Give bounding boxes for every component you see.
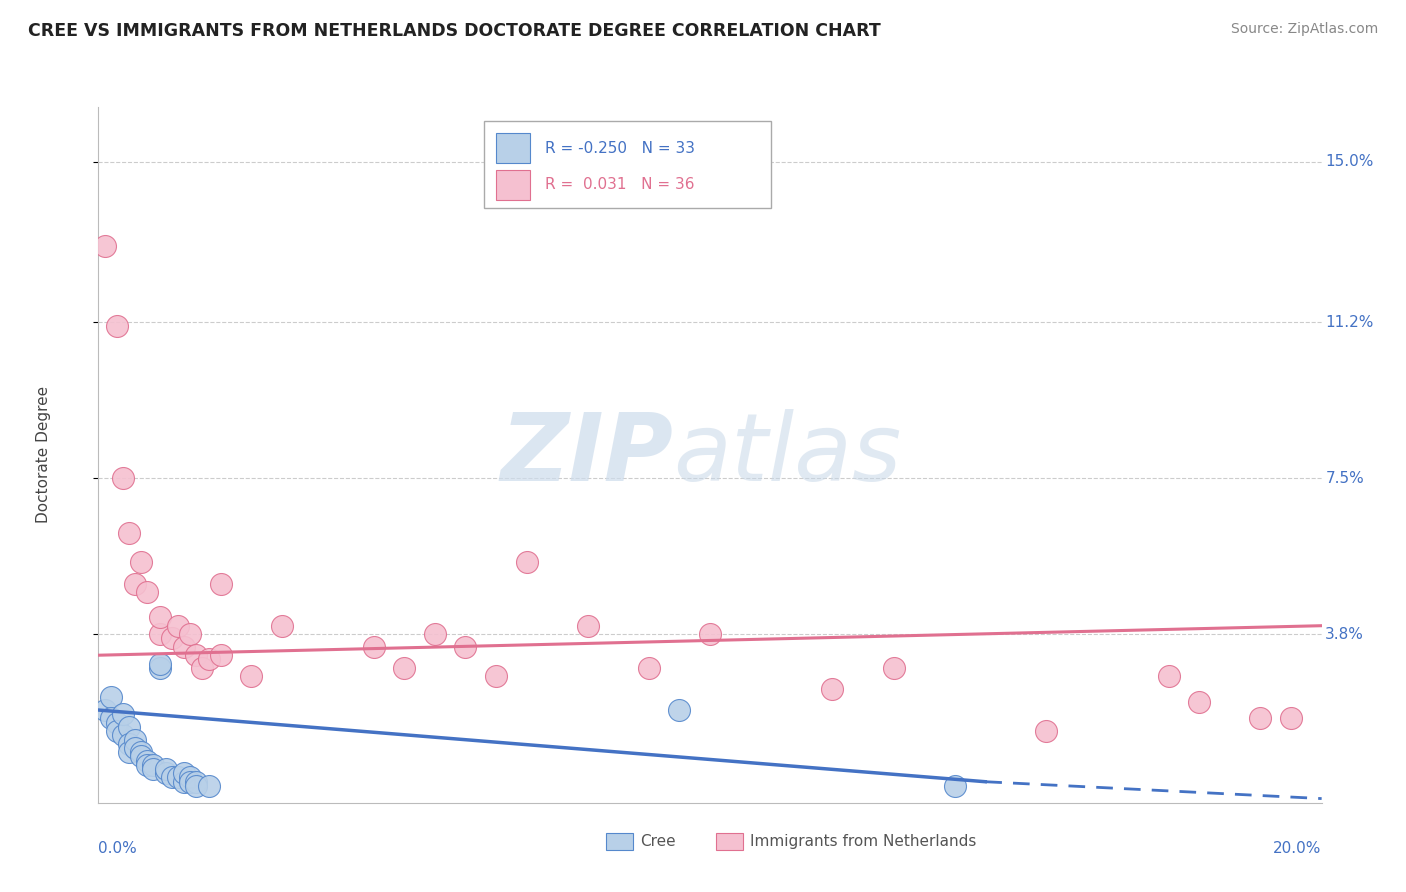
Point: [155, 766, 177, 780]
Point: [160, 771, 183, 785]
Point: [186, 779, 208, 793]
Point: [576, 618, 599, 632]
Text: Source: ZipAtlas.com: Source: ZipAtlas.com: [1230, 22, 1378, 37]
Text: ZIP: ZIP: [501, 409, 673, 501]
Point: [149, 661, 172, 675]
Point: [516, 556, 538, 570]
Point: [149, 627, 172, 641]
Point: [129, 745, 152, 759]
Text: CREE VS IMMIGRANTS FROM NETHERLANDS DOCTORATE DEGREE CORRELATION CHART: CREE VS IMMIGRANTS FROM NETHERLANDS DOCT…: [28, 22, 882, 40]
Point: [118, 745, 141, 759]
Point: [167, 618, 190, 632]
Point: [173, 640, 195, 654]
Point: [699, 627, 721, 641]
Point: [149, 657, 172, 671]
Text: 0.0%: 0.0%: [98, 841, 138, 856]
Point: [209, 648, 232, 663]
Point: [454, 640, 477, 654]
Point: [423, 627, 446, 641]
Point: [124, 741, 146, 756]
Point: [197, 779, 219, 793]
Point: [155, 762, 177, 776]
Text: atlas: atlas: [673, 409, 901, 500]
Point: [1157, 669, 1180, 683]
Point: [142, 757, 165, 772]
Text: 11.2%: 11.2%: [1326, 315, 1374, 329]
Point: [186, 774, 208, 789]
Point: [173, 766, 195, 780]
Point: [105, 319, 128, 334]
Text: Immigrants from Netherlands: Immigrants from Netherlands: [751, 834, 977, 849]
Text: Cree: Cree: [640, 834, 676, 849]
Text: 15.0%: 15.0%: [1326, 154, 1374, 169]
Point: [179, 774, 201, 789]
Point: [191, 661, 214, 675]
Text: Doctorate Degree: Doctorate Degree: [37, 386, 51, 524]
Point: [118, 737, 141, 751]
Point: [105, 715, 128, 730]
Point: [142, 762, 165, 776]
Point: [118, 525, 141, 540]
Point: [136, 754, 159, 768]
Text: 20.0%: 20.0%: [1274, 841, 1322, 856]
Point: [93, 703, 115, 717]
Point: [124, 732, 146, 747]
Point: [668, 703, 690, 717]
Point: [136, 757, 159, 772]
Point: [883, 661, 905, 675]
Text: R = -0.250   N = 33: R = -0.250 N = 33: [546, 141, 695, 155]
Point: [111, 471, 134, 485]
Bar: [606, 833, 633, 850]
Point: [1249, 711, 1271, 725]
FancyBboxPatch shape: [484, 121, 772, 208]
Point: [485, 669, 508, 683]
Point: [136, 585, 159, 599]
Bar: [716, 833, 742, 850]
Point: [111, 728, 134, 742]
Point: [1279, 711, 1302, 725]
Point: [111, 707, 134, 722]
Text: 7.5%: 7.5%: [1326, 471, 1364, 485]
Point: [167, 771, 190, 785]
Point: [637, 661, 661, 675]
Point: [100, 711, 122, 725]
Point: [160, 632, 183, 646]
Point: [186, 648, 208, 663]
Text: R =  0.031   N = 36: R = 0.031 N = 36: [546, 178, 695, 193]
Point: [179, 771, 201, 785]
Point: [197, 652, 219, 666]
Point: [270, 618, 292, 632]
Point: [240, 669, 263, 683]
Point: [149, 610, 172, 624]
Point: [209, 576, 232, 591]
Point: [105, 724, 128, 739]
Point: [821, 681, 844, 696]
Point: [129, 556, 152, 570]
Point: [1035, 724, 1057, 739]
Point: [179, 627, 201, 641]
Point: [173, 774, 195, 789]
Text: 3.8%: 3.8%: [1326, 627, 1364, 641]
Point: [129, 749, 152, 764]
Point: [1188, 695, 1211, 709]
Point: [100, 690, 122, 705]
Point: [118, 720, 141, 734]
Point: [392, 661, 416, 675]
Bar: [496, 170, 530, 200]
Point: [943, 779, 966, 793]
Point: [363, 640, 385, 654]
Bar: [496, 134, 530, 162]
Point: [93, 239, 115, 253]
Point: [124, 576, 146, 591]
